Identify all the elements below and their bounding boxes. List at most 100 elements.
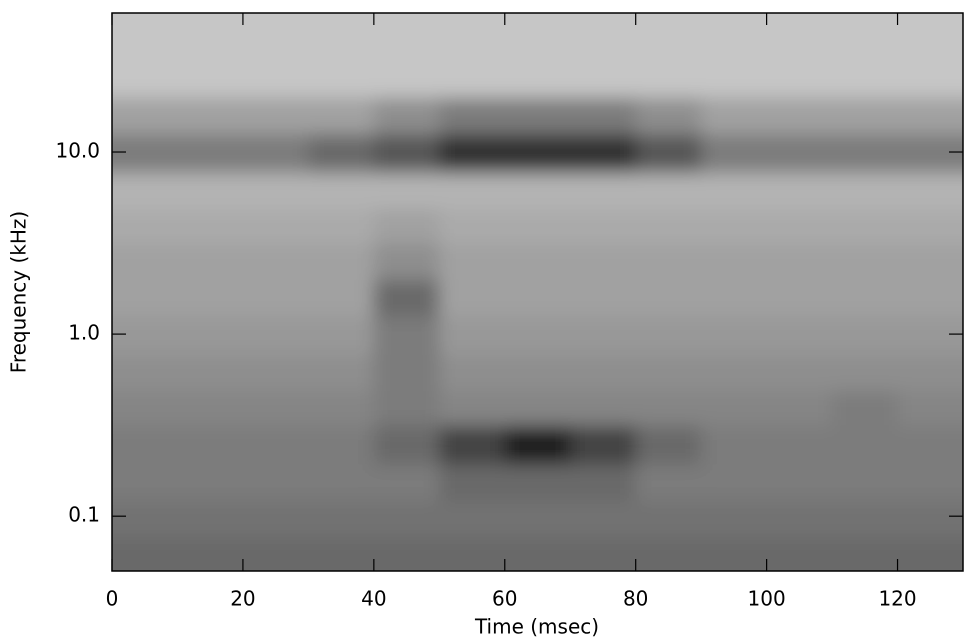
heatmap-cell	[635, 133, 702, 173]
heatmap-cell	[439, 463, 506, 501]
heatmap-cell	[439, 315, 506, 355]
heatmap-cell	[504, 390, 571, 426]
heatmap-cell	[832, 13, 899, 62]
heatmap-cell	[112, 60, 178, 98]
heatmap-cell	[177, 60, 244, 98]
heatmap-cell	[177, 500, 244, 537]
heatmap-cell	[504, 133, 571, 173]
heatmap-cell	[897, 279, 963, 317]
heatmap-cell	[242, 60, 309, 98]
heatmap-cell	[308, 315, 375, 355]
heatmap-cell	[504, 208, 571, 244]
heatmap-cell	[242, 243, 309, 280]
heatmap-cell	[766, 97, 833, 134]
heatmap-cell	[242, 97, 309, 134]
heatmap-cell	[177, 97, 244, 134]
heatmap-cell	[701, 390, 768, 426]
plot-frame	[111, 12, 964, 572]
heatmap-cell	[701, 500, 768, 537]
heatmap-cell	[570, 500, 637, 537]
heatmap-cell	[766, 60, 833, 98]
heatmap-cell	[242, 354, 309, 392]
heatmap-cell	[570, 536, 637, 571]
heatmap-cell	[177, 315, 244, 355]
heatmap-cell	[766, 13, 833, 62]
heatmap-cell	[242, 500, 309, 537]
heatmap-cell	[242, 463, 309, 501]
heatmap-cell	[373, 13, 440, 62]
heatmap-cell	[308, 208, 375, 244]
heatmap-cell	[504, 279, 571, 317]
heatmap-cell	[177, 208, 244, 244]
heatmap-cell	[832, 172, 899, 209]
heatmap-cell	[504, 463, 571, 501]
heatmap-cell	[832, 390, 899, 426]
heatmap-cell	[832, 425, 899, 465]
heatmap-cell	[373, 133, 440, 173]
heatmap-cell	[766, 208, 833, 244]
x-tick-label: 60	[492, 587, 517, 611]
x-tick-label: 40	[361, 587, 386, 611]
heatmap-cell	[112, 97, 178, 134]
heatmap-cell	[439, 279, 506, 317]
heatmap-cell	[112, 279, 178, 317]
heatmap-cell	[766, 133, 833, 173]
heatmap-cell	[897, 97, 963, 134]
heatmap-cell	[635, 97, 702, 134]
heatmap-cell	[832, 208, 899, 244]
heatmap-cell	[766, 315, 833, 355]
heatmap-cell	[439, 13, 506, 62]
heatmap-cell	[373, 60, 440, 98]
heatmap-cell	[177, 279, 244, 317]
heatmap-cell	[832, 243, 899, 280]
heatmap-cell	[570, 133, 637, 173]
heatmap-cell	[439, 536, 506, 571]
heatmap-cell	[570, 97, 637, 134]
heatmap-cell	[897, 172, 963, 209]
heatmap-cell	[177, 354, 244, 392]
heatmap-cell	[242, 13, 309, 62]
y-axis-label: Frequency (kHz)	[7, 211, 31, 373]
heatmap-cell	[112, 172, 178, 209]
heatmap-cell	[504, 172, 571, 209]
heatmap-cell	[635, 500, 702, 537]
heatmap-cell	[308, 354, 375, 392]
heatmap-cell	[897, 315, 963, 355]
heatmap-cell	[373, 390, 440, 426]
heatmap-cell	[308, 60, 375, 98]
heatmap-cell	[701, 172, 768, 209]
heatmap-cell	[439, 172, 506, 209]
heatmap-cell	[701, 536, 768, 571]
heatmap-cell	[177, 172, 244, 209]
heatmap-cell	[701, 315, 768, 355]
heatmap-cell	[635, 172, 702, 209]
heatmap-cell	[570, 354, 637, 392]
heatmap-cell	[897, 536, 963, 571]
y-tick-label: 1.0	[68, 321, 100, 345]
heatmap-field	[112, 13, 963, 571]
heatmap-cell	[701, 354, 768, 392]
heatmap-cell	[570, 172, 637, 209]
heatmap-cell	[832, 279, 899, 317]
heatmap-cell	[112, 463, 178, 501]
heatmap-cell	[897, 133, 963, 173]
heatmap-cell	[832, 354, 899, 392]
heatmap-cell	[308, 500, 375, 537]
heatmap-cell	[570, 315, 637, 355]
heatmap-cell	[635, 243, 702, 280]
heatmap-cell	[308, 172, 375, 209]
heatmap-cell	[635, 279, 702, 317]
heatmap-cell	[112, 500, 178, 537]
heatmap-cell	[242, 536, 309, 571]
heatmap-cell	[766, 536, 833, 571]
heatmap-cell	[242, 425, 309, 465]
heatmap-cell	[177, 13, 244, 62]
heatmap-cell	[570, 60, 637, 98]
heatmap-cell	[439, 60, 506, 98]
heatmap-cell	[373, 208, 440, 244]
heatmap-cell	[242, 172, 309, 209]
heatmap-cell	[832, 500, 899, 537]
heatmap-cell	[635, 390, 702, 426]
heatmap-cell	[373, 172, 440, 209]
